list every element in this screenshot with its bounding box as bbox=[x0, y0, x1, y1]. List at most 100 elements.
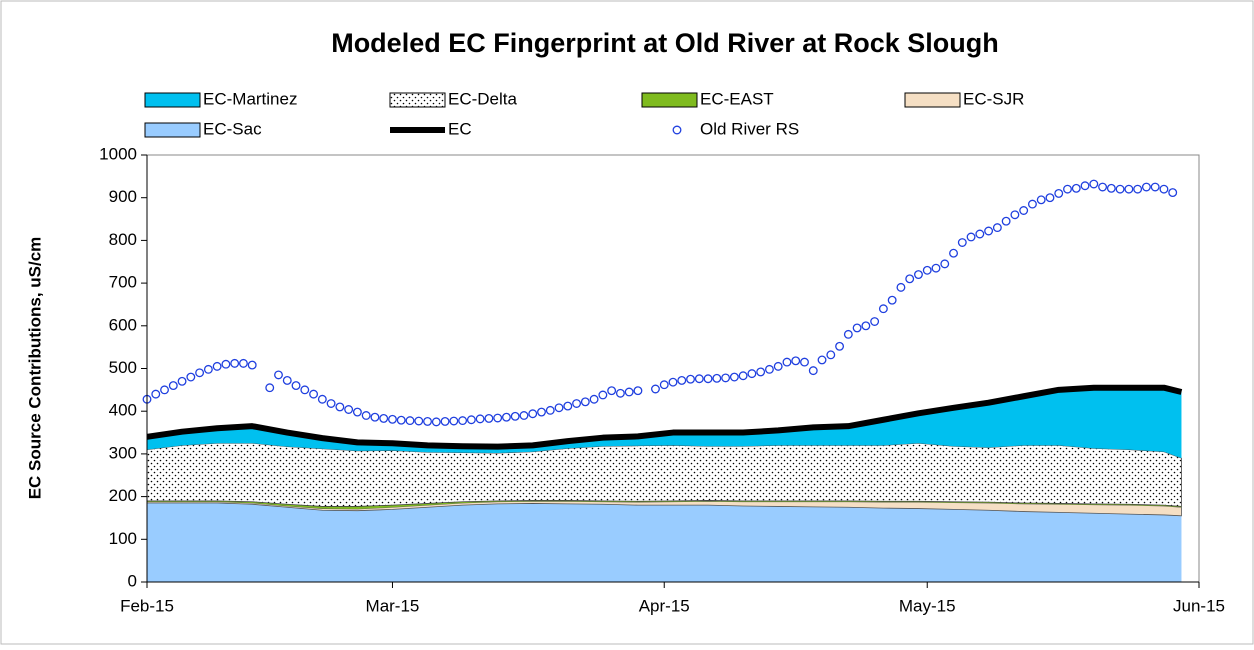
scatter-point bbox=[992, 223, 1002, 233]
scatter-point bbox=[370, 412, 380, 422]
scatter-point bbox=[764, 364, 774, 374]
y-tick-label: 200 bbox=[109, 486, 137, 505]
scatter-point bbox=[896, 282, 906, 292]
scatter-point bbox=[677, 376, 687, 385]
scatter-point bbox=[1080, 181, 1090, 191]
scatter-point bbox=[808, 366, 818, 376]
y-tick-label: 100 bbox=[109, 529, 137, 548]
legend-label: EC-Delta bbox=[448, 89, 518, 108]
scatter-point bbox=[914, 270, 923, 280]
scatter-point bbox=[291, 381, 301, 391]
scatter-point bbox=[712, 373, 722, 383]
scatter-point bbox=[151, 389, 161, 399]
scatter-point bbox=[633, 386, 643, 396]
scatter-point bbox=[756, 367, 766, 377]
scatter-point bbox=[203, 364, 213, 374]
scatter-point bbox=[1071, 183, 1081, 193]
scatter-point bbox=[694, 374, 704, 384]
scatter-point bbox=[1027, 199, 1037, 209]
scatter-point bbox=[572, 399, 582, 408]
scatter-point bbox=[545, 405, 555, 415]
scatter-point bbox=[1150, 182, 1160, 192]
scatter-point bbox=[160, 385, 169, 395]
scatter-point bbox=[861, 321, 871, 331]
scatter-point bbox=[458, 416, 468, 426]
scatter-point bbox=[265, 383, 275, 393]
area bbox=[146, 500, 1182, 517]
scatter-point bbox=[966, 232, 976, 242]
chart-title: Modeled EC Fingerprint at Old River at R… bbox=[331, 28, 999, 58]
area bbox=[147, 503, 1182, 582]
scatter-point bbox=[405, 416, 415, 426]
scatter-point bbox=[922, 265, 932, 275]
scatter-point bbox=[624, 387, 634, 397]
scatter-point bbox=[396, 415, 406, 425]
scatter-point bbox=[221, 359, 231, 369]
scatter-point bbox=[651, 384, 660, 394]
scatter-point bbox=[975, 229, 985, 239]
scatter-point bbox=[414, 416, 424, 426]
scatter-point bbox=[326, 399, 336, 408]
scatter-point bbox=[466, 415, 476, 425]
scatter-point bbox=[843, 329, 853, 339]
scatter-point bbox=[1133, 184, 1143, 194]
x-tick-label: Mar-15 bbox=[366, 596, 420, 615]
scatter-point bbox=[1045, 193, 1055, 203]
legend-label: Old River RS bbox=[700, 119, 799, 138]
scatter-point bbox=[177, 376, 187, 386]
scatter-point bbox=[537, 407, 546, 417]
area bbox=[146, 442, 1182, 507]
scatter-point bbox=[957, 238, 967, 247]
scatter-point bbox=[493, 413, 503, 423]
scatter-point bbox=[826, 350, 836, 360]
scatter-point bbox=[431, 417, 441, 427]
scatter-point bbox=[721, 373, 731, 383]
y-tick-label: 400 bbox=[109, 401, 137, 420]
scatter-point bbox=[835, 341, 845, 351]
scatter-point bbox=[870, 317, 880, 326]
legend-label: EC-EAST bbox=[700, 89, 774, 108]
scatter-point bbox=[168, 381, 178, 391]
scatter-point bbox=[773, 361, 783, 371]
y-tick-label: 900 bbox=[109, 187, 137, 206]
scatter-point bbox=[580, 397, 590, 407]
scatter-point bbox=[195, 368, 205, 378]
x-tick-label: May-15 bbox=[899, 596, 956, 615]
scatter-point bbox=[1089, 179, 1099, 189]
scatter-point bbox=[729, 372, 739, 382]
legend-label: EC bbox=[448, 119, 472, 138]
x-tick-label: Apr-15 bbox=[639, 596, 690, 615]
scatter-point bbox=[1001, 216, 1011, 226]
y-tick-label: 800 bbox=[109, 230, 137, 249]
scatter-point bbox=[352, 407, 362, 417]
scatter-point bbox=[668, 377, 678, 387]
scatter-point bbox=[230, 358, 240, 368]
scatter-point bbox=[1019, 206, 1029, 215]
y-axis-label: EC Source Contributions, uS/cm bbox=[25, 237, 44, 500]
scatter-point bbox=[563, 401, 573, 411]
scatter-point bbox=[878, 304, 888, 314]
scatter-point bbox=[607, 386, 617, 396]
scatter-point bbox=[1168, 188, 1178, 198]
y-tick-label: 600 bbox=[109, 315, 137, 334]
scatter-point bbox=[212, 361, 222, 371]
scatter-point bbox=[1036, 195, 1046, 205]
scatter-point bbox=[887, 295, 897, 305]
y-tick-label: 0 bbox=[128, 571, 137, 590]
legend-swatch bbox=[144, 122, 201, 138]
scatter-point bbox=[1054, 188, 1064, 198]
scatter-point bbox=[519, 411, 529, 420]
y-tick-label: 1000 bbox=[99, 144, 137, 163]
y-tick-label: 700 bbox=[109, 273, 137, 292]
scatter-point bbox=[984, 226, 994, 236]
scatter-point bbox=[317, 394, 327, 404]
scatter-point bbox=[852, 323, 862, 333]
scatter-point bbox=[379, 414, 389, 423]
scatter-point bbox=[940, 259, 950, 269]
legend-swatch bbox=[641, 92, 698, 108]
scatter-point bbox=[1063, 184, 1072, 194]
scatter-point bbox=[282, 376, 292, 385]
scatter-point bbox=[484, 414, 494, 423]
scatter-point bbox=[475, 414, 485, 424]
